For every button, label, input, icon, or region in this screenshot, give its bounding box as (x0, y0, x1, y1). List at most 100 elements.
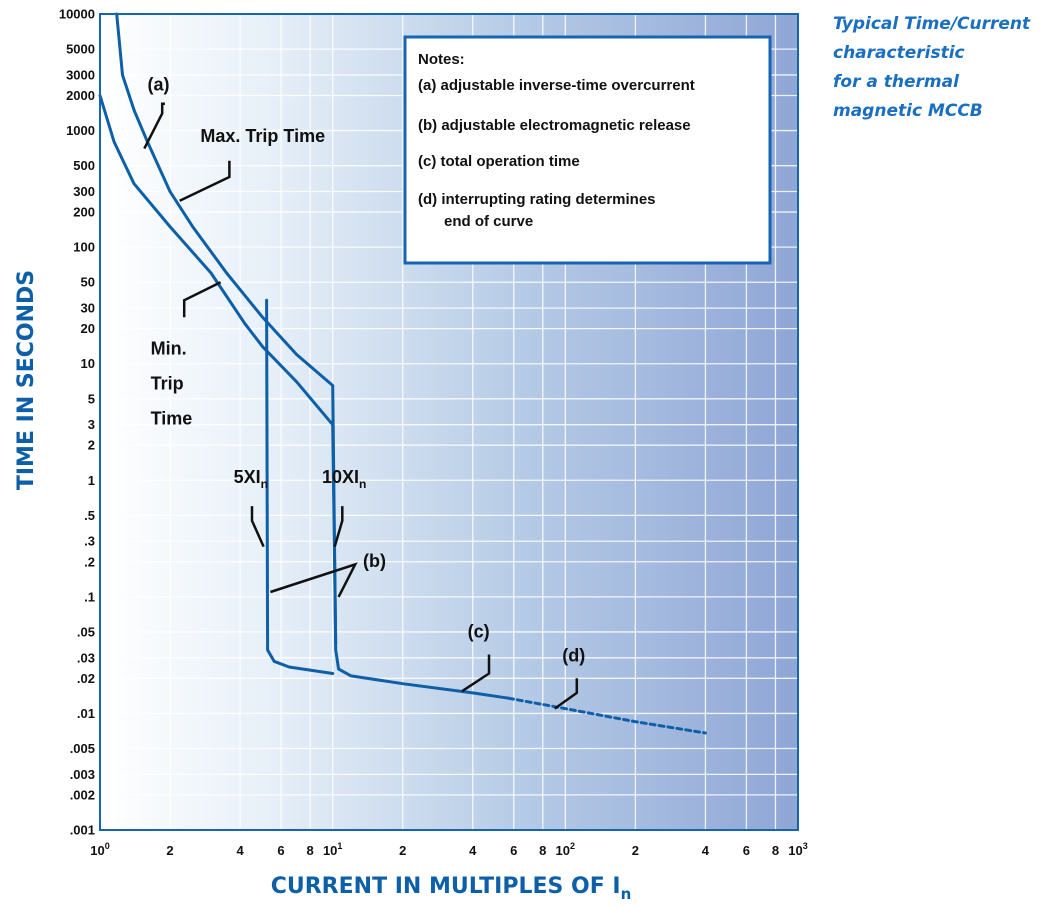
note-b: (b) adjustable electromagnetic release (418, 117, 691, 134)
x-tick-text: 10 (323, 843, 337, 858)
y-tick-label: 300 (73, 184, 95, 199)
y-tick-label: .005 (70, 741, 95, 756)
y-tick-label: .002 (70, 787, 95, 802)
x-tick-exponent: 1 (337, 841, 342, 851)
note-d-cont: end of curve (444, 213, 533, 230)
x-axis-title-main: CURRENT IN MULTIPLES OF I (271, 874, 621, 899)
x-tick-text: 6 (743, 843, 750, 858)
y-tick-label: 1000 (66, 123, 95, 138)
annotation-text: Trip (151, 374, 184, 394)
series-line (507, 696, 707, 735)
y-tick-label: 10000 (59, 7, 95, 22)
leader-line (250, 506, 265, 548)
note-d: (d) interrupting rating determines (418, 191, 656, 208)
x-tick-text: 4 (702, 843, 710, 858)
y-tick-labels: 10000 5000 3000 2000 1000 500 300 200 100 50 30 20 1… (59, 7, 95, 838)
plot-frame (99, 13, 799, 831)
x-tick-label: 2 (166, 843, 173, 858)
leader-line (333, 506, 344, 547)
x-tick-label: 8 (306, 843, 313, 858)
annotation-text: 10XI (322, 467, 359, 487)
figure-caption: Typical Time/Current characteristic for … (833, 10, 1058, 126)
annotation-text: (d) (562, 645, 585, 665)
x-tick-text: 6 (277, 843, 284, 858)
x-tick-text: 8 (539, 843, 546, 858)
x-tick-text: 8 (772, 843, 779, 858)
x-tick-label: 103 (788, 841, 807, 858)
y-tick-label: 30 (81, 301, 95, 316)
leader-line (270, 562, 358, 598)
y-tick-label: .3 (84, 534, 95, 549)
annotation-text: Time (151, 409, 193, 429)
annotation-label: 5XIn (234, 467, 268, 491)
y-tick-label: .05 (77, 624, 95, 639)
y-tick-label: 2 (88, 438, 95, 453)
y-tick-label: .02 (77, 671, 95, 686)
leader-line (553, 678, 579, 710)
curves (98, 12, 707, 735)
leader-line (143, 102, 165, 150)
x-tick-text: 8 (306, 843, 313, 858)
x-tick-exponent: 2 (570, 841, 575, 851)
x-tick-label: 6 (743, 843, 750, 858)
annotation-label: (c) (468, 621, 490, 641)
y-tick-label: .001 (70, 823, 95, 838)
x-tick-text: 6 (510, 843, 517, 858)
x-tick-exponent: 0 (105, 841, 110, 851)
x-tick-label: 2 (632, 843, 639, 858)
x-axis-title: CURRENT IN MULTIPLES OF In (271, 874, 632, 903)
y-tick-label: 3000 (66, 68, 95, 83)
annotation-label: 10XIn (322, 467, 366, 491)
leader-line (179, 160, 231, 202)
x-tick-text: 2 (166, 843, 173, 858)
x-tick-text: 10 (90, 843, 104, 858)
annotation-label: (a) (148, 75, 170, 95)
x-tick-label: 8 (772, 843, 779, 858)
annotation-label: (d) (562, 645, 585, 665)
y-tick-label: 5000 (66, 42, 95, 57)
notes-box: Notes: (a) adjustable inverse-time overc… (403, 35, 772, 265)
y-tick-label: 5 (88, 391, 95, 406)
annotation-label: Time (151, 409, 193, 429)
caption-line: Typical Time/Current (833, 14, 1031, 34)
x-tick-label: 6 (277, 843, 284, 858)
x-tick-exponent: 3 (803, 841, 808, 851)
y-tick-label: 3 (88, 417, 95, 432)
leader-line (461, 654, 491, 693)
y-tick-label: 50 (81, 275, 95, 290)
series-line (265, 298, 335, 675)
annotation-label: Trip (151, 374, 184, 394)
caption-line: characteristic (833, 43, 965, 63)
annotation-subscript: n (261, 477, 268, 491)
x-tick-label: 4 (236, 843, 244, 858)
x-axis-title-sub: n (621, 885, 632, 903)
y-tick-label: 10 (81, 356, 95, 371)
x-tick-text: 10 (788, 843, 802, 858)
annotation-text: Min. (151, 339, 187, 359)
series-line (98, 94, 338, 645)
y-axis-title: TIME IN SECONDS (14, 270, 39, 490)
x-tick-label: 101 (323, 841, 342, 858)
annotation-text: (a) (148, 75, 170, 95)
y-tick-label: .03 (77, 650, 95, 665)
x-tick-text: 4 (469, 843, 477, 858)
x-tick-text: 2 (632, 843, 639, 858)
annotation-label: Min. (151, 339, 187, 359)
y-tick-label: 500 (73, 158, 95, 173)
caption-line: magnetic MCCB (833, 101, 983, 121)
leader-line (182, 281, 222, 318)
y-tick-label: 1 (88, 473, 95, 488)
annotation-text: Max. Trip Time (200, 126, 325, 146)
x-tick-label: 4 (702, 843, 710, 858)
x-tick-text: 10 (556, 843, 570, 858)
notes-title: Notes: (418, 51, 465, 68)
y-tick-label: 20 (81, 321, 95, 336)
annotation-subscript: n (359, 477, 366, 491)
x-tick-label: 8 (539, 843, 546, 858)
note-a: (a) adjustable inverse-time overcurrent (418, 77, 695, 94)
x-tick-label: 2 (399, 843, 406, 858)
annotation-text: (b) (363, 551, 386, 571)
y-tick-label: .01 (77, 706, 95, 721)
